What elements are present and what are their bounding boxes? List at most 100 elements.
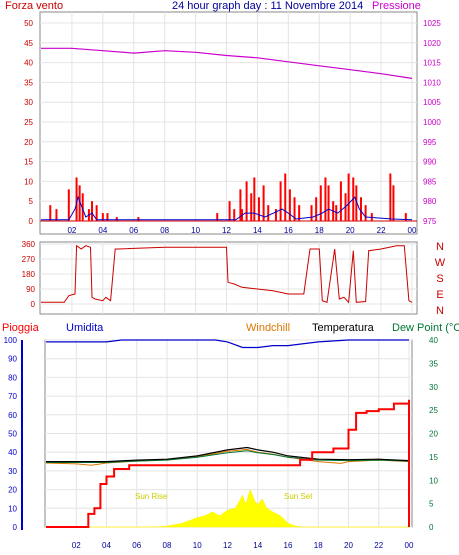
wind-gust-bar [315,197,318,221]
y-tick-label: 15 [24,158,33,167]
wind-avg-line [41,195,413,221]
wind-gust-bar [245,181,248,221]
x-tick-label: 06 [132,541,141,550]
x-tick-label: 16 [284,541,293,550]
wind-gust-bar [364,205,367,221]
sun-set-label: Sun Set [284,492,313,501]
y2-tick-label: 40 [429,336,438,345]
rain-label: Pioggia [2,322,40,334]
x-tick-label: 18 [314,541,323,550]
y-tick-label: 10 [8,504,17,513]
wind-gust-bar [288,189,291,221]
compass-label: S [436,273,443,285]
humidity-label: Umidita [66,322,104,334]
x-tick-label: 20 [344,541,353,550]
wind-gust-bar [324,177,327,221]
wind-gust-bar [78,185,81,221]
wind-gust-bar [55,209,58,221]
y-tick-label: 50 [8,430,17,439]
wind-gust-bar [298,205,301,221]
pressure-label: Pressione [372,0,421,12]
wind-direction-line [41,244,413,304]
wind-gust-bar [392,185,395,221]
y-tick-label: 25 [24,118,33,127]
compass-label: N [436,305,444,317]
wind-gust-bar [81,193,84,221]
wind-gust-bar [49,205,52,221]
wind-gust-bar [262,185,265,221]
wind-gust-bar [355,185,358,221]
wind-gust-bar [250,193,253,221]
y-tick-label: 30 [24,98,33,107]
rain-line [46,399,410,528]
x-tick-label: 00 [408,226,417,235]
wind-gust-bar [404,213,407,221]
x-tick-label: 12 [222,226,231,235]
wind-gust-bar [75,177,78,221]
panel-wind-pressure: Forza vento 24 hour graph day : 11 Novem… [5,0,441,235]
y-tick-label: 180 [22,270,36,279]
wind-gust-bar [339,181,342,221]
x-tick-label: 00 [405,541,414,550]
y-tick-label: 50 [24,19,33,28]
wind-gust-bar [284,173,287,221]
y-tick-label: 360 [22,240,36,249]
y2-tick-label: 35 [429,359,438,368]
panel2-frame [39,241,418,315]
panel1-y-axis-left: 0 5 10 15 20 25 30 35 40 45 50 [24,19,33,226]
y2-tick-label: 20 [429,430,438,439]
y-tick-label: 5 [29,197,34,206]
y-tick-label: 270 [22,255,36,264]
y-tick-label: 40 [8,448,17,457]
y2-tick-label: 30 [429,383,438,392]
x-tick-label: 14 [253,541,262,550]
y-tick-label: 80 [8,373,17,382]
wind-gust-bar [228,201,231,221]
y-tick-label: 90 [8,355,17,364]
y2-tick-label: 5 [429,500,434,509]
wind-gust-bar [310,205,313,221]
x-tick-label: 06 [129,226,138,235]
x-tick-label: 16 [284,226,293,235]
x-tick-label: 18 [315,226,324,235]
x-tick-label: 22 [374,541,383,550]
y2-tick-label: 25 [429,406,438,415]
wind-gust-bar [267,205,270,221]
y2-tick-label: 975 [423,217,437,226]
x-tick-label: 10 [193,541,202,550]
wind-gust-bar [101,213,104,221]
wind-gust-bar [106,213,109,221]
y-tick-label: 90 [26,285,35,294]
y-tick-label: 10 [24,177,33,186]
windchill-line [45,448,410,466]
wind-gust-bar [115,217,118,221]
y2-tick-label: 1005 [423,98,441,107]
wind-gust-bar [95,205,98,221]
wind-gust-bar [274,209,277,221]
y-tick-label: 0 [29,217,34,226]
y2-tick-label: 1015 [423,59,441,68]
panel3-x-axis: 02 04 06 08 10 12 14 16 18 20 22 00 [72,541,414,550]
wind-speed-label: Forza vento [5,0,63,12]
y2-tick-label: 0 [429,523,434,532]
x-tick-label: 14 [253,226,262,235]
y2-tick-label: 1020 [423,39,441,48]
x-tick-label: 08 [163,541,172,550]
wind-gust-bar [233,209,236,221]
chart-title: 24 hour graph day : 11 Novembre 2014 [172,0,363,12]
y-tick-label: 60 [8,411,17,420]
y-tick-label: 20 [8,486,17,495]
y-tick-label: 30 [8,467,17,476]
solar-area [46,488,409,528]
dewpoint-line [46,450,410,463]
x-tick-label: 04 [102,541,111,550]
wind-gust-bar [279,181,282,221]
panel1-y-axis-right: 975 980 985 990 995 1000 1005 1010 1015 1020 1025 [423,19,441,226]
panel-rain-humidity-temp: Pioggia Umidita Windchill Temperatura De… [2,322,459,550]
panel2-y-axis-left: 0 90 180 270 360 [22,240,36,309]
wind-gust-bar [293,197,296,221]
y2-tick-label: 985 [423,177,437,186]
